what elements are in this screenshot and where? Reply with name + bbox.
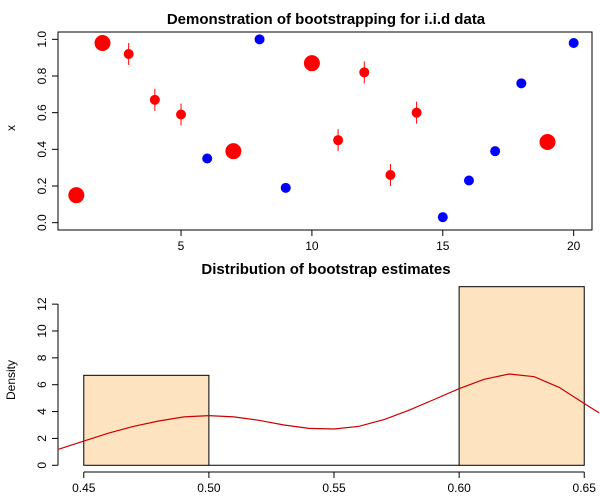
scatter-title: Demonstration of bootstrapping for i.i.d… bbox=[167, 11, 486, 28]
histogram-x-tick-label: 0.45 bbox=[72, 481, 96, 495]
histogram-bar bbox=[458, 286, 585, 466]
histogram-y-axis-label: Density bbox=[4, 360, 18, 400]
data-point bbox=[568, 38, 579, 48]
scatter-y-tick-label: 0.4 bbox=[35, 141, 49, 158]
histogram-panel: Distribution of bootstrap estimates Dens… bbox=[4, 261, 600, 495]
scatter-x-tick-label: 20 bbox=[567, 239, 581, 253]
histogram-y-tick-label: 8 bbox=[35, 354, 49, 361]
data-point bbox=[463, 175, 474, 186]
scatter-x-tick-label: 15 bbox=[436, 239, 450, 253]
data-point bbox=[280, 182, 291, 193]
data-point bbox=[149, 94, 160, 105]
scatter-panel: Demonstration of bootstrapping for i.i.d… bbox=[4, 11, 593, 253]
data-point bbox=[359, 67, 370, 78]
scatter-x-tick-label: 5 bbox=[178, 239, 185, 253]
scatter-y-tick-label: 0.2 bbox=[35, 177, 49, 194]
data-point bbox=[490, 146, 501, 157]
data-point bbox=[539, 134, 556, 150]
data-point bbox=[385, 170, 396, 180]
data-point bbox=[303, 55, 320, 72]
histogram-y-tick-label: 0 bbox=[35, 462, 49, 469]
histogram-x-tick-label: 0.50 bbox=[197, 481, 221, 495]
scatter-points bbox=[68, 34, 579, 223]
histogram-title: Distribution of bootstrap estimates bbox=[201, 261, 450, 278]
histogram-y-tick-label: 12 bbox=[35, 297, 49, 311]
data-point bbox=[202, 153, 213, 164]
scatter-y-tick-label: 0.0 bbox=[35, 214, 49, 231]
data-point bbox=[516, 78, 527, 89]
density-line bbox=[58, 373, 600, 450]
scatter-y-tick-label: 0.6 bbox=[35, 104, 49, 121]
scatter-x-tick-label: 10 bbox=[305, 239, 319, 253]
data-point bbox=[333, 135, 344, 146]
scatter-plot-frame bbox=[57, 31, 593, 231]
data-point bbox=[437, 212, 448, 223]
histogram-x-tick-label: 0.55 bbox=[322, 481, 346, 495]
scatter-axes: 5 10 15 20 0.0 0.2 0.4 0.6 0.8 1.0 bbox=[35, 31, 593, 253]
data-point bbox=[68, 187, 85, 204]
scatter-y-axis-label: x bbox=[4, 125, 18, 131]
histogram-bars bbox=[83, 286, 585, 466]
data-point bbox=[254, 34, 265, 45]
histogram-axes: 0.45 0.50 0.55 0.60 0.65 0 2 4 6 8 10 12 bbox=[35, 297, 596, 495]
data-point bbox=[123, 49, 134, 59]
histogram-x-tick-label: 0.60 bbox=[447, 481, 471, 495]
density-curve bbox=[58, 373, 600, 450]
scatter-y-tick-label: 0.8 bbox=[35, 67, 49, 84]
histogram-y-tick-label: 10 bbox=[35, 324, 49, 338]
histogram-y-tick-label: 6 bbox=[35, 381, 49, 388]
histogram-bar bbox=[83, 374, 210, 466]
histogram-y-tick-label: 4 bbox=[35, 408, 49, 415]
data-point bbox=[411, 107, 422, 118]
histogram-y-tick-label: 2 bbox=[35, 435, 49, 442]
histogram-x-tick-label: 0.65 bbox=[573, 481, 597, 495]
data-point bbox=[176, 109, 187, 120]
data-point bbox=[225, 143, 242, 160]
data-point bbox=[94, 35, 111, 51]
scatter-y-tick-label: 1.0 bbox=[35, 31, 49, 48]
